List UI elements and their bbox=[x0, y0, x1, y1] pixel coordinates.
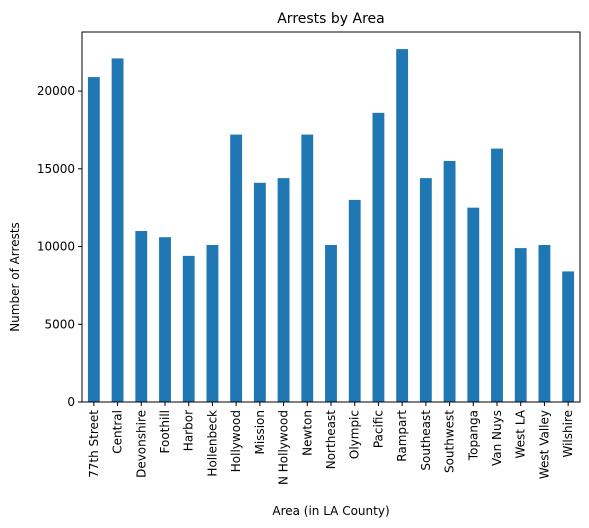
x-tick-label: Devonshire bbox=[134, 410, 148, 478]
x-tick-label: Mission bbox=[253, 410, 267, 454]
x-tick-label: Olympic bbox=[348, 410, 362, 459]
bar-west-la bbox=[514, 248, 527, 402]
x-tick-label: Southwest bbox=[443, 410, 457, 473]
x-tick-label: Topanga bbox=[466, 410, 480, 461]
bar-central bbox=[111, 58, 124, 403]
x-tick-label: Rampart bbox=[395, 410, 409, 462]
x-tick-label: Pacific bbox=[371, 410, 385, 448]
bar-hollenbeck bbox=[206, 244, 219, 402]
y-axis-ticks: 0 5000 10000 15000 20000 bbox=[37, 84, 82, 409]
bar-wilshire bbox=[562, 271, 575, 402]
x-tick-label: Harbor bbox=[182, 410, 196, 451]
x-axis-label: Area (in LA County) bbox=[272, 504, 389, 518]
y-tick-label: 20000 bbox=[37, 84, 75, 98]
bar-pacific bbox=[372, 112, 385, 403]
x-tick-label: 77th Street bbox=[87, 410, 101, 478]
bar-west-valley bbox=[538, 244, 551, 402]
bar-van-nuys bbox=[491, 148, 503, 402]
x-tick-label: Van Nuys bbox=[490, 410, 504, 466]
bar-topanga bbox=[467, 207, 480, 402]
x-axis-ticks: 77th Street Central Devonshire Foothill Harb… bbox=[87, 402, 575, 485]
bars-group bbox=[87, 49, 575, 403]
y-tick-label: 0 bbox=[67, 395, 75, 409]
bar-devonshire bbox=[135, 230, 148, 402]
x-tick-label: Foothill bbox=[158, 410, 172, 453]
x-tick-label: Central bbox=[111, 410, 125, 454]
bar-rampart bbox=[396, 49, 409, 403]
y-tick-label: 5000 bbox=[44, 317, 75, 331]
bar-foothill bbox=[159, 237, 171, 402]
bar-mission bbox=[253, 182, 266, 402]
plot-frame bbox=[81, 31, 581, 403]
y-axis-label: Number of Arrests bbox=[8, 222, 22, 332]
chart-title: Arrests by Area bbox=[277, 11, 385, 27]
x-tick-label: West Valley bbox=[537, 410, 551, 479]
x-tick-label: Wilshire bbox=[561, 410, 575, 458]
x-tick-label: Hollywood bbox=[229, 410, 243, 472]
bar-olympic bbox=[348, 199, 361, 402]
bar-77th-street bbox=[87, 77, 100, 402]
bar-harbor bbox=[182, 255, 195, 402]
bar-n-hollywood bbox=[277, 178, 290, 402]
bar-southwest bbox=[443, 161, 456, 402]
y-tick-label: 15000 bbox=[37, 162, 75, 176]
x-tick-label: N Hollywood bbox=[277, 410, 291, 485]
bar-northeast bbox=[325, 244, 337, 402]
x-tick-label: West LA bbox=[514, 409, 528, 458]
bar-southeast bbox=[419, 178, 432, 402]
x-tick-label: Hollenbeck bbox=[205, 410, 219, 477]
x-tick-label: Northeast bbox=[324, 410, 338, 470]
bar-hollywood bbox=[230, 134, 243, 402]
x-tick-label: Southeast bbox=[419, 410, 433, 471]
bar-newton bbox=[301, 134, 314, 402]
y-tick-label: 10000 bbox=[37, 240, 75, 254]
x-tick-label: Newton bbox=[300, 410, 314, 456]
